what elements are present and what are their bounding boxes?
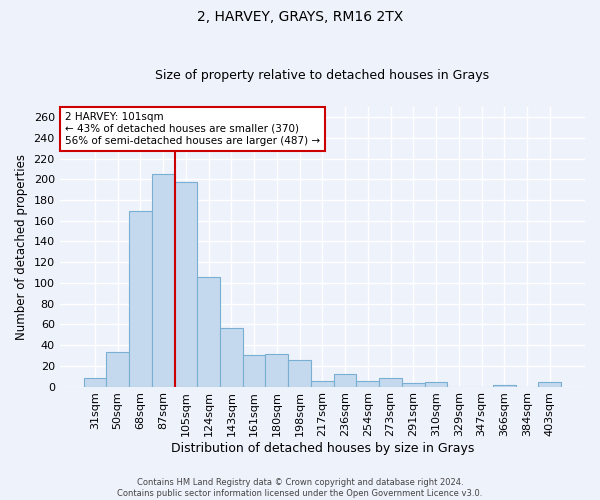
Bar bbox=[243, 356, 265, 386]
Bar bbox=[402, 384, 425, 386]
Bar bbox=[288, 360, 311, 386]
Text: 2, HARVEY, GRAYS, RM16 2TX: 2, HARVEY, GRAYS, RM16 2TX bbox=[197, 10, 403, 24]
Bar bbox=[379, 378, 402, 386]
Bar bbox=[129, 212, 152, 386]
Text: Contains HM Land Registry data © Crown copyright and database right 2024.
Contai: Contains HM Land Registry data © Crown c… bbox=[118, 478, 482, 498]
Bar bbox=[493, 384, 515, 386]
Bar bbox=[425, 382, 448, 386]
Title: Size of property relative to detached houses in Grays: Size of property relative to detached ho… bbox=[155, 69, 490, 82]
Bar bbox=[356, 382, 379, 386]
Bar bbox=[152, 174, 175, 386]
Bar bbox=[83, 378, 106, 386]
Y-axis label: Number of detached properties: Number of detached properties bbox=[15, 154, 28, 340]
Bar bbox=[197, 276, 220, 386]
Text: 2 HARVEY: 101sqm
← 43% of detached houses are smaller (370)
56% of semi-detached: 2 HARVEY: 101sqm ← 43% of detached house… bbox=[65, 112, 320, 146]
Bar bbox=[265, 354, 288, 386]
Bar bbox=[311, 382, 334, 386]
Bar bbox=[220, 328, 243, 386]
X-axis label: Distribution of detached houses by size in Grays: Distribution of detached houses by size … bbox=[170, 442, 474, 455]
Bar bbox=[538, 382, 561, 386]
Bar bbox=[334, 374, 356, 386]
Bar bbox=[175, 182, 197, 386]
Bar bbox=[106, 352, 129, 386]
